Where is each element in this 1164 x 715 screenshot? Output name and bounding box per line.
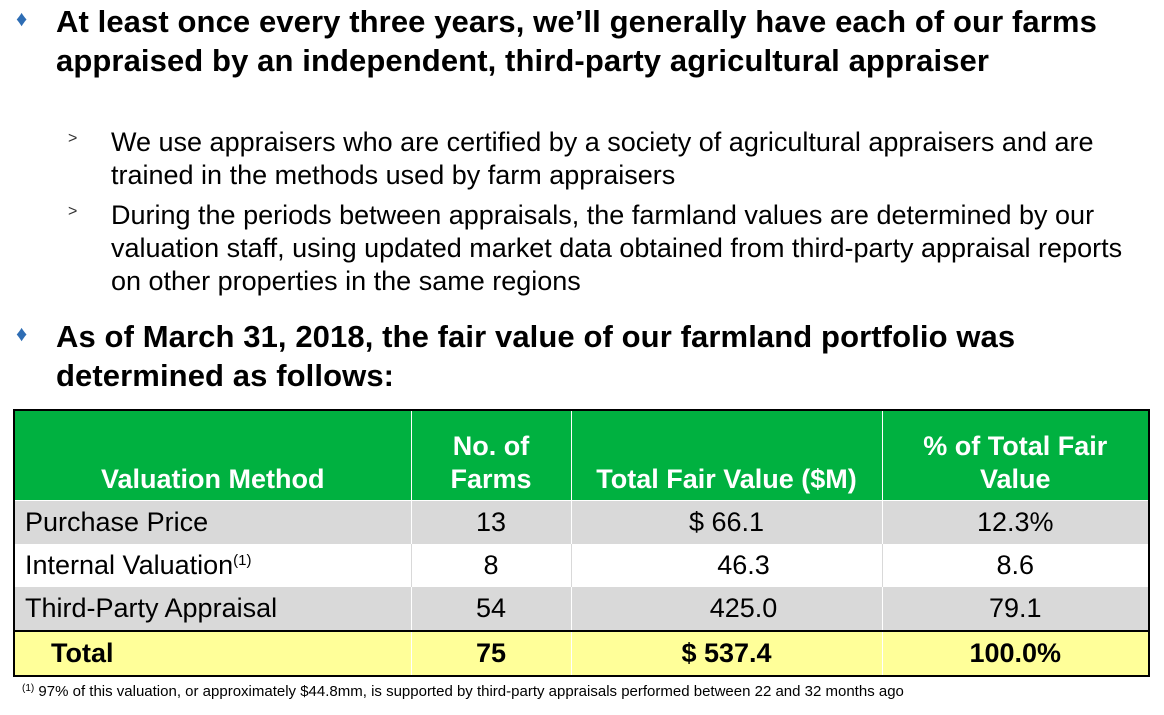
cell-pct: 12.3%: [881, 500, 1150, 544]
footnote: (1) 97% of this valuation, or approximat…: [22, 683, 904, 700]
cell-pct: 100.0%: [881, 630, 1150, 677]
cell-method: Third-Party Appraisal: [13, 587, 412, 631]
table-row: Purchase Price 13 $ 66.1 12.3%: [13, 500, 1150, 544]
bullet-1: ♦ At least once every three years, we’ll…: [16, 2, 1146, 80]
bullet-2: ♦ As of March 31, 2018, the fair value o…: [16, 317, 1146, 395]
sub-bullet-1-text: We use appraisers who are certified by a…: [111, 127, 1094, 190]
cell-method: Purchase Price: [13, 500, 412, 544]
method-label: Internal Valuation: [25, 550, 234, 580]
cell-pct: 8.6: [881, 544, 1150, 587]
header-no-of-farms: No. of Farms: [410, 409, 572, 501]
table-row: Internal Valuation(1) 8 46.3 8.6: [13, 544, 1150, 587]
header-valuation-method: Valuation Method: [13, 409, 412, 501]
cell-value: $ 66.1: [570, 500, 883, 544]
table-row: Third-Party Appraisal 54 425.0 79.1: [13, 587, 1150, 631]
table-total-row: Total 75 $ 537.4 100.0%: [13, 630, 1150, 677]
diamond-icon: ♦: [16, 6, 28, 31]
header-pct-total-fair-value: % of Total Fair Value: [881, 409, 1150, 501]
cell-value: 46.3: [570, 544, 883, 587]
cell-farms: 54: [410, 587, 572, 631]
valuation-table: Valuation Method No. of Farms Total Fair…: [13, 409, 1150, 677]
cell-farms: 8: [410, 544, 572, 587]
cell-farms: 13: [410, 500, 572, 544]
cell-farms: 75: [410, 630, 572, 677]
footnote-marker: (1): [22, 683, 35, 694]
table-header-row: Valuation Method No. of Farms Total Fair…: [13, 409, 1150, 501]
header-total-fair-value: Total Fair Value ($M): [570, 409, 883, 501]
sub-bullet-2: > During the periods between appraisals,…: [68, 199, 1148, 298]
cell-pct: 79.1: [881, 587, 1150, 631]
bullet-2-text: As of March 31, 2018, the fair value of …: [56, 319, 1016, 393]
bullet-1-text: At least once every three years, we’ll g…: [56, 4, 1097, 78]
cell-value: 425.0: [570, 587, 883, 631]
chevron-right-icon: >: [68, 203, 78, 220]
sub-bullet-2-text: During the periods between appraisals, t…: [111, 200, 1123, 296]
cell-method: Total: [13, 630, 412, 677]
cell-value: $ 537.4: [570, 630, 883, 677]
footnote-text: 97% of this valuation, or approximately …: [38, 683, 904, 700]
diamond-icon: ♦: [16, 321, 28, 346]
footnote-marker: (1): [233, 552, 252, 569]
sub-bullet-1: > We use appraisers who are certified by…: [68, 126, 1148, 192]
cell-method: Internal Valuation(1): [13, 544, 412, 587]
chevron-right-icon: >: [68, 130, 78, 147]
